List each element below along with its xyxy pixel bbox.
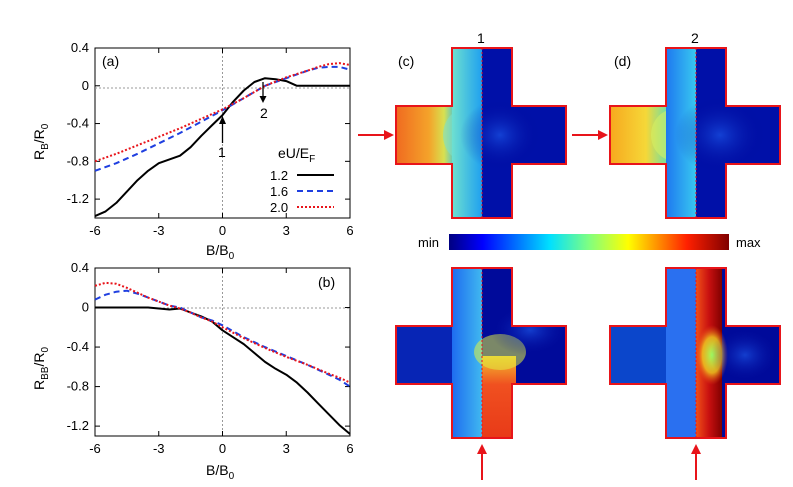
injection-arrow-c	[358, 130, 394, 140]
svg-text:2: 2	[260, 105, 268, 121]
ytick-label-a-3: -0.8	[67, 153, 89, 168]
legend-label-1-2: 1.2	[270, 168, 288, 183]
annotation-2: 2	[259, 82, 268, 121]
heatmap-e	[395, 267, 567, 480]
xtick-label-b-0: -6	[89, 441, 101, 456]
column-label-2: 2	[691, 30, 699, 46]
ytick-label-b-0: 0.4	[71, 260, 89, 275]
heatmap-d	[572, 47, 781, 219]
ytick-label-a-4: -1.2	[67, 191, 89, 206]
series-a-eU-2-0	[94, 62, 351, 163]
ytick-label-b-3: -0.8	[67, 379, 89, 394]
ytick-label-a-2: -0.4	[67, 116, 89, 131]
xtick-label-b-3: 3	[283, 441, 290, 456]
legend-title: eU/EF	[278, 145, 315, 165]
colorbar: min max	[418, 234, 761, 250]
ytick-label-b-1: 0	[82, 300, 89, 315]
ytick-label-a-1: 0	[82, 78, 89, 93]
xtick-label-b-2: 0	[219, 441, 226, 456]
chart-a: -6 -3 0 3 6 0.4 0 -0.4 -0.8 -1.2 (a) 1 2 eU/EF 1.…	[31, 40, 354, 262]
xtick-label-b-1: -3	[153, 441, 165, 456]
colorbar-max-label: max	[736, 235, 761, 250]
injection-arrow-d	[572, 130, 608, 140]
chart-a-ylabel: RB/R0	[31, 123, 51, 160]
xtick-label-a-1: -3	[153, 223, 165, 238]
column-label-1: 1	[477, 30, 485, 46]
heatmap-c-outline	[395, 47, 567, 219]
heatmap-e-outline	[395, 267, 567, 439]
xtick-label-a-3: 3	[283, 223, 290, 238]
ytick-label-a-0: 0.4	[71, 40, 89, 55]
legend-label-2-0: 2.0	[270, 200, 288, 215]
heatmap-c	[358, 47, 567, 219]
chart-a-legend: eU/EF 1.2 1.6 2.0	[270, 145, 334, 215]
chart-b-ylabel: RBB/R0	[31, 347, 51, 390]
svg-text:1: 1	[218, 144, 226, 160]
xtick-label-a-0: -6	[89, 223, 101, 238]
chart-b: -6 -3 0 3 6 0.4 0 -0.4 -0.8 -1.2 (b) B/B0 RBB/R0	[31, 260, 354, 482]
chart-b-panel-label: (b)	[318, 274, 335, 290]
series-a-eU-1-2	[94, 77, 350, 218]
injection-arrow-e	[477, 444, 487, 480]
panel-label-d: (d)	[614, 53, 631, 69]
legend-label-1-6: 1.6	[270, 184, 288, 199]
annotation-1: 1	[218, 116, 226, 160]
ytick-label-b-4: -1.2	[67, 418, 89, 433]
series-b-eU-2-0	[94, 281, 351, 384]
chart-a-panel-label: (a)	[102, 53, 119, 69]
xtick-label-a-4: 6	[346, 223, 353, 238]
colorbar-min-label: min	[418, 235, 439, 250]
panel-label-c: (c)	[398, 53, 414, 69]
heatmap-f	[609, 267, 781, 480]
chart-a-xlabel: B/B0	[206, 242, 235, 262]
heatmap-d-outline	[609, 47, 781, 219]
xtick-label-b-4: 6	[346, 441, 353, 456]
chart-b-xlabel: B/B0	[206, 462, 235, 482]
series-b-eU-1-2	[95, 306, 351, 435]
ytick-label-b-2: -0.4	[67, 339, 89, 354]
xtick-label-a-2: 0	[219, 223, 226, 238]
heatmap-f-outline	[609, 267, 781, 439]
injection-arrow-f	[691, 444, 701, 480]
